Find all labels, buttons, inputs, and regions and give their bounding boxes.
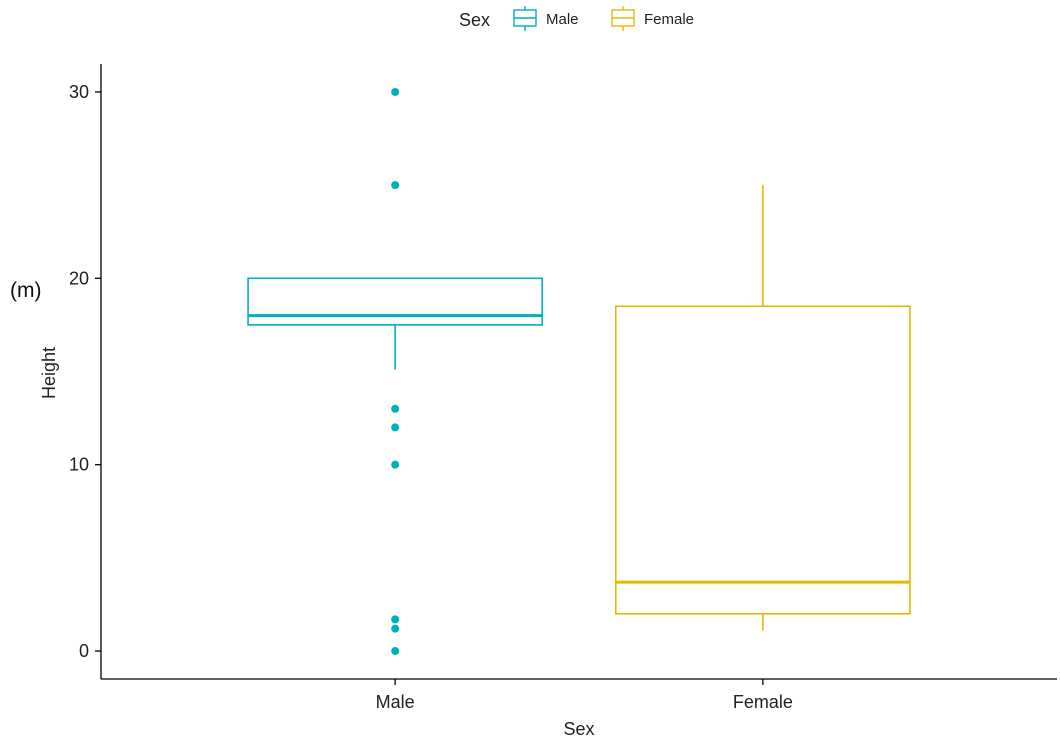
x-tick-label: Female (733, 692, 793, 712)
outlier-point (391, 647, 400, 656)
box-male (247, 87, 544, 656)
legend-entry-male: Male (513, 6, 579, 31)
x-axis-title: Sex (563, 719, 594, 739)
y-axis-unit-annotation: (m) (10, 279, 41, 302)
y-tick-label: 30 (69, 82, 89, 102)
y-ticks: 0 10 20 30 (69, 82, 101, 661)
outlier-point (391, 404, 400, 413)
x-tick-label: Male (376, 692, 415, 712)
legend-entries: Male Female (513, 6, 694, 31)
y-tick-label: 10 (69, 455, 89, 475)
legend-entry-female: Female (611, 6, 694, 31)
legend-label: Female (644, 11, 694, 28)
x-ticks: Male Female (376, 679, 793, 712)
outlier-point (391, 423, 400, 432)
outlier-point (391, 624, 400, 633)
outlier-point (391, 87, 400, 96)
box-iqr (614, 305, 911, 615)
box-iqr (247, 277, 544, 326)
box-female (614, 185, 911, 631)
legend: Sex Male Female (459, 6, 694, 31)
y-axis-title: Height (39, 347, 59, 399)
y-tick-label: 20 (69, 268, 89, 288)
y-tick-label: 0 (79, 641, 89, 661)
legend-label: Male (546, 11, 579, 28)
legend-title: Sex (459, 10, 490, 30)
plot-area (247, 87, 911, 656)
outlier-point (391, 460, 400, 469)
outlier-point (391, 181, 400, 190)
outlier-point (391, 615, 400, 624)
